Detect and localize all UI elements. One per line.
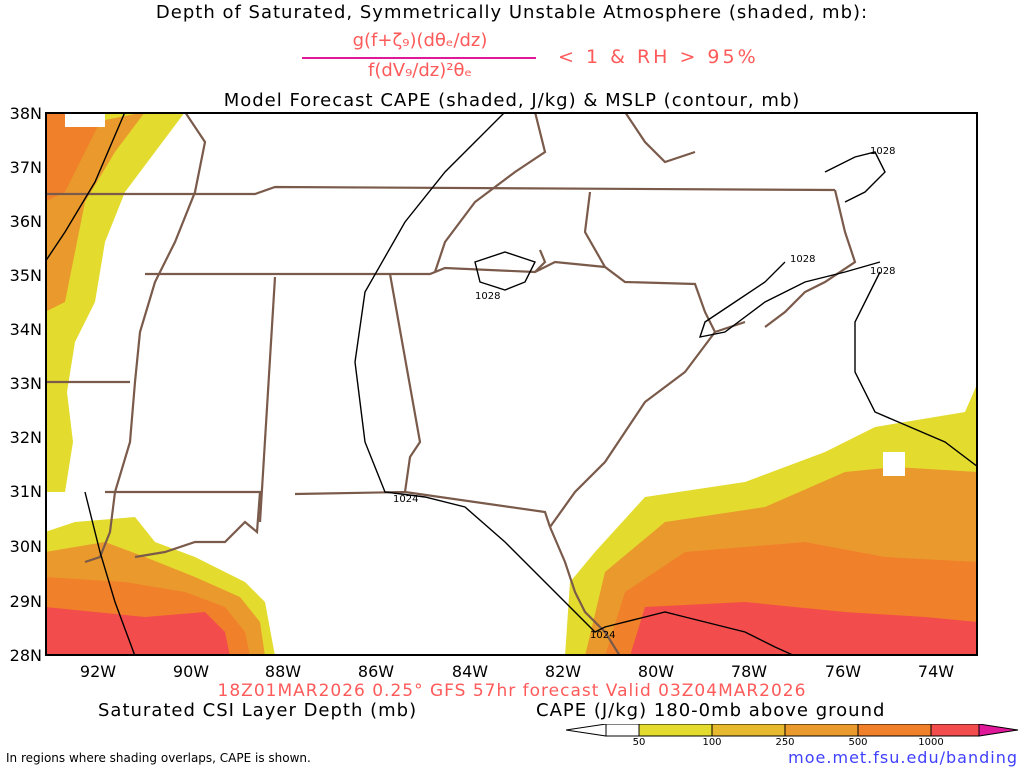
lat-label: 30N	[9, 537, 42, 556]
isobar-label: 1024	[393, 494, 418, 505]
valid-time-line: 18Z01MAR2026 0.25° GFS 57hr forecast Val…	[217, 681, 807, 701]
map-frame	[45, 112, 978, 656]
state-boundaries	[45, 112, 857, 656]
lat-label: 38N	[9, 104, 42, 123]
lat-label: 36N	[9, 212, 42, 231]
lat-label: 35N	[9, 266, 42, 285]
colorbar-tick: 250	[775, 737, 795, 748]
formula-denominator: f(dV₉/dz)²θₑ	[367, 60, 472, 81]
formula-numerator: g(f+ζ₉)(dθₑ/dz)	[352, 30, 488, 51]
lon-label: 78W	[730, 662, 768, 681]
cape-shading-west	[45, 112, 185, 492]
cape-colorbar	[566, 724, 1019, 737]
isobar-label: 1028	[475, 291, 500, 302]
colorbar-tick: 100	[702, 737, 722, 748]
lat-label: 32N	[9, 428, 42, 447]
csi-label: Saturated CSI Layer Depth (mb)	[98, 700, 418, 721]
lon-label: 84W	[451, 662, 489, 681]
lat-label: 34N	[9, 320, 42, 339]
colorbar-tick: 500	[848, 737, 868, 748]
isobar-label: 1024	[590, 630, 615, 641]
isobar-label: 1028	[870, 266, 895, 277]
csi-formula: g(f+ζ₉)(dθₑ/dz) f(dV₉/dz)²θₑ	[300, 30, 540, 82]
fraction-bar	[302, 57, 536, 59]
lon-label: 90W	[172, 662, 210, 681]
lat-label: 29N	[9, 592, 42, 611]
lon-label: 88W	[264, 662, 302, 681]
cape-shading-gulf	[45, 517, 275, 656]
lon-label: 92W	[79, 662, 117, 681]
lon-label: 74W	[917, 662, 955, 681]
colorbar-tick: 1000	[918, 737, 944, 748]
isobars	[45, 112, 978, 656]
cape-label: CAPE (J/kg) 180-0mb above ground	[536, 700, 886, 721]
lon-label: 86W	[357, 662, 395, 681]
lon-label: 82W	[544, 662, 582, 681]
title-line-3: Model Forecast CAPE (shaded, J/kg) & MSL…	[223, 90, 801, 111]
weather-map: 1028 1028 1028 1028 1024 1024	[45, 112, 978, 656]
lat-label: 28N	[9, 646, 42, 665]
title-line-1: Depth of Saturated, Symmetrically Unstab…	[155, 2, 869, 23]
lon-label: 76W	[824, 662, 862, 681]
lat-label: 31N	[9, 482, 42, 501]
footnote: In regions where shading overlaps, CAPE …	[6, 751, 311, 765]
cape-shading-atlantic	[565, 382, 978, 656]
lat-label: 33N	[9, 374, 42, 393]
isobar-label: 1028	[790, 254, 815, 265]
formula-condition: < 1 & RH > 95%	[558, 46, 759, 68]
colorbar-tick: 50	[632, 737, 646, 748]
lon-label: 80W	[637, 662, 675, 681]
isobar-label: 1028	[870, 146, 895, 157]
source-url[interactable]: moe.met.fsu.edu/banding	[788, 748, 1018, 767]
lat-label: 37N	[9, 158, 42, 177]
